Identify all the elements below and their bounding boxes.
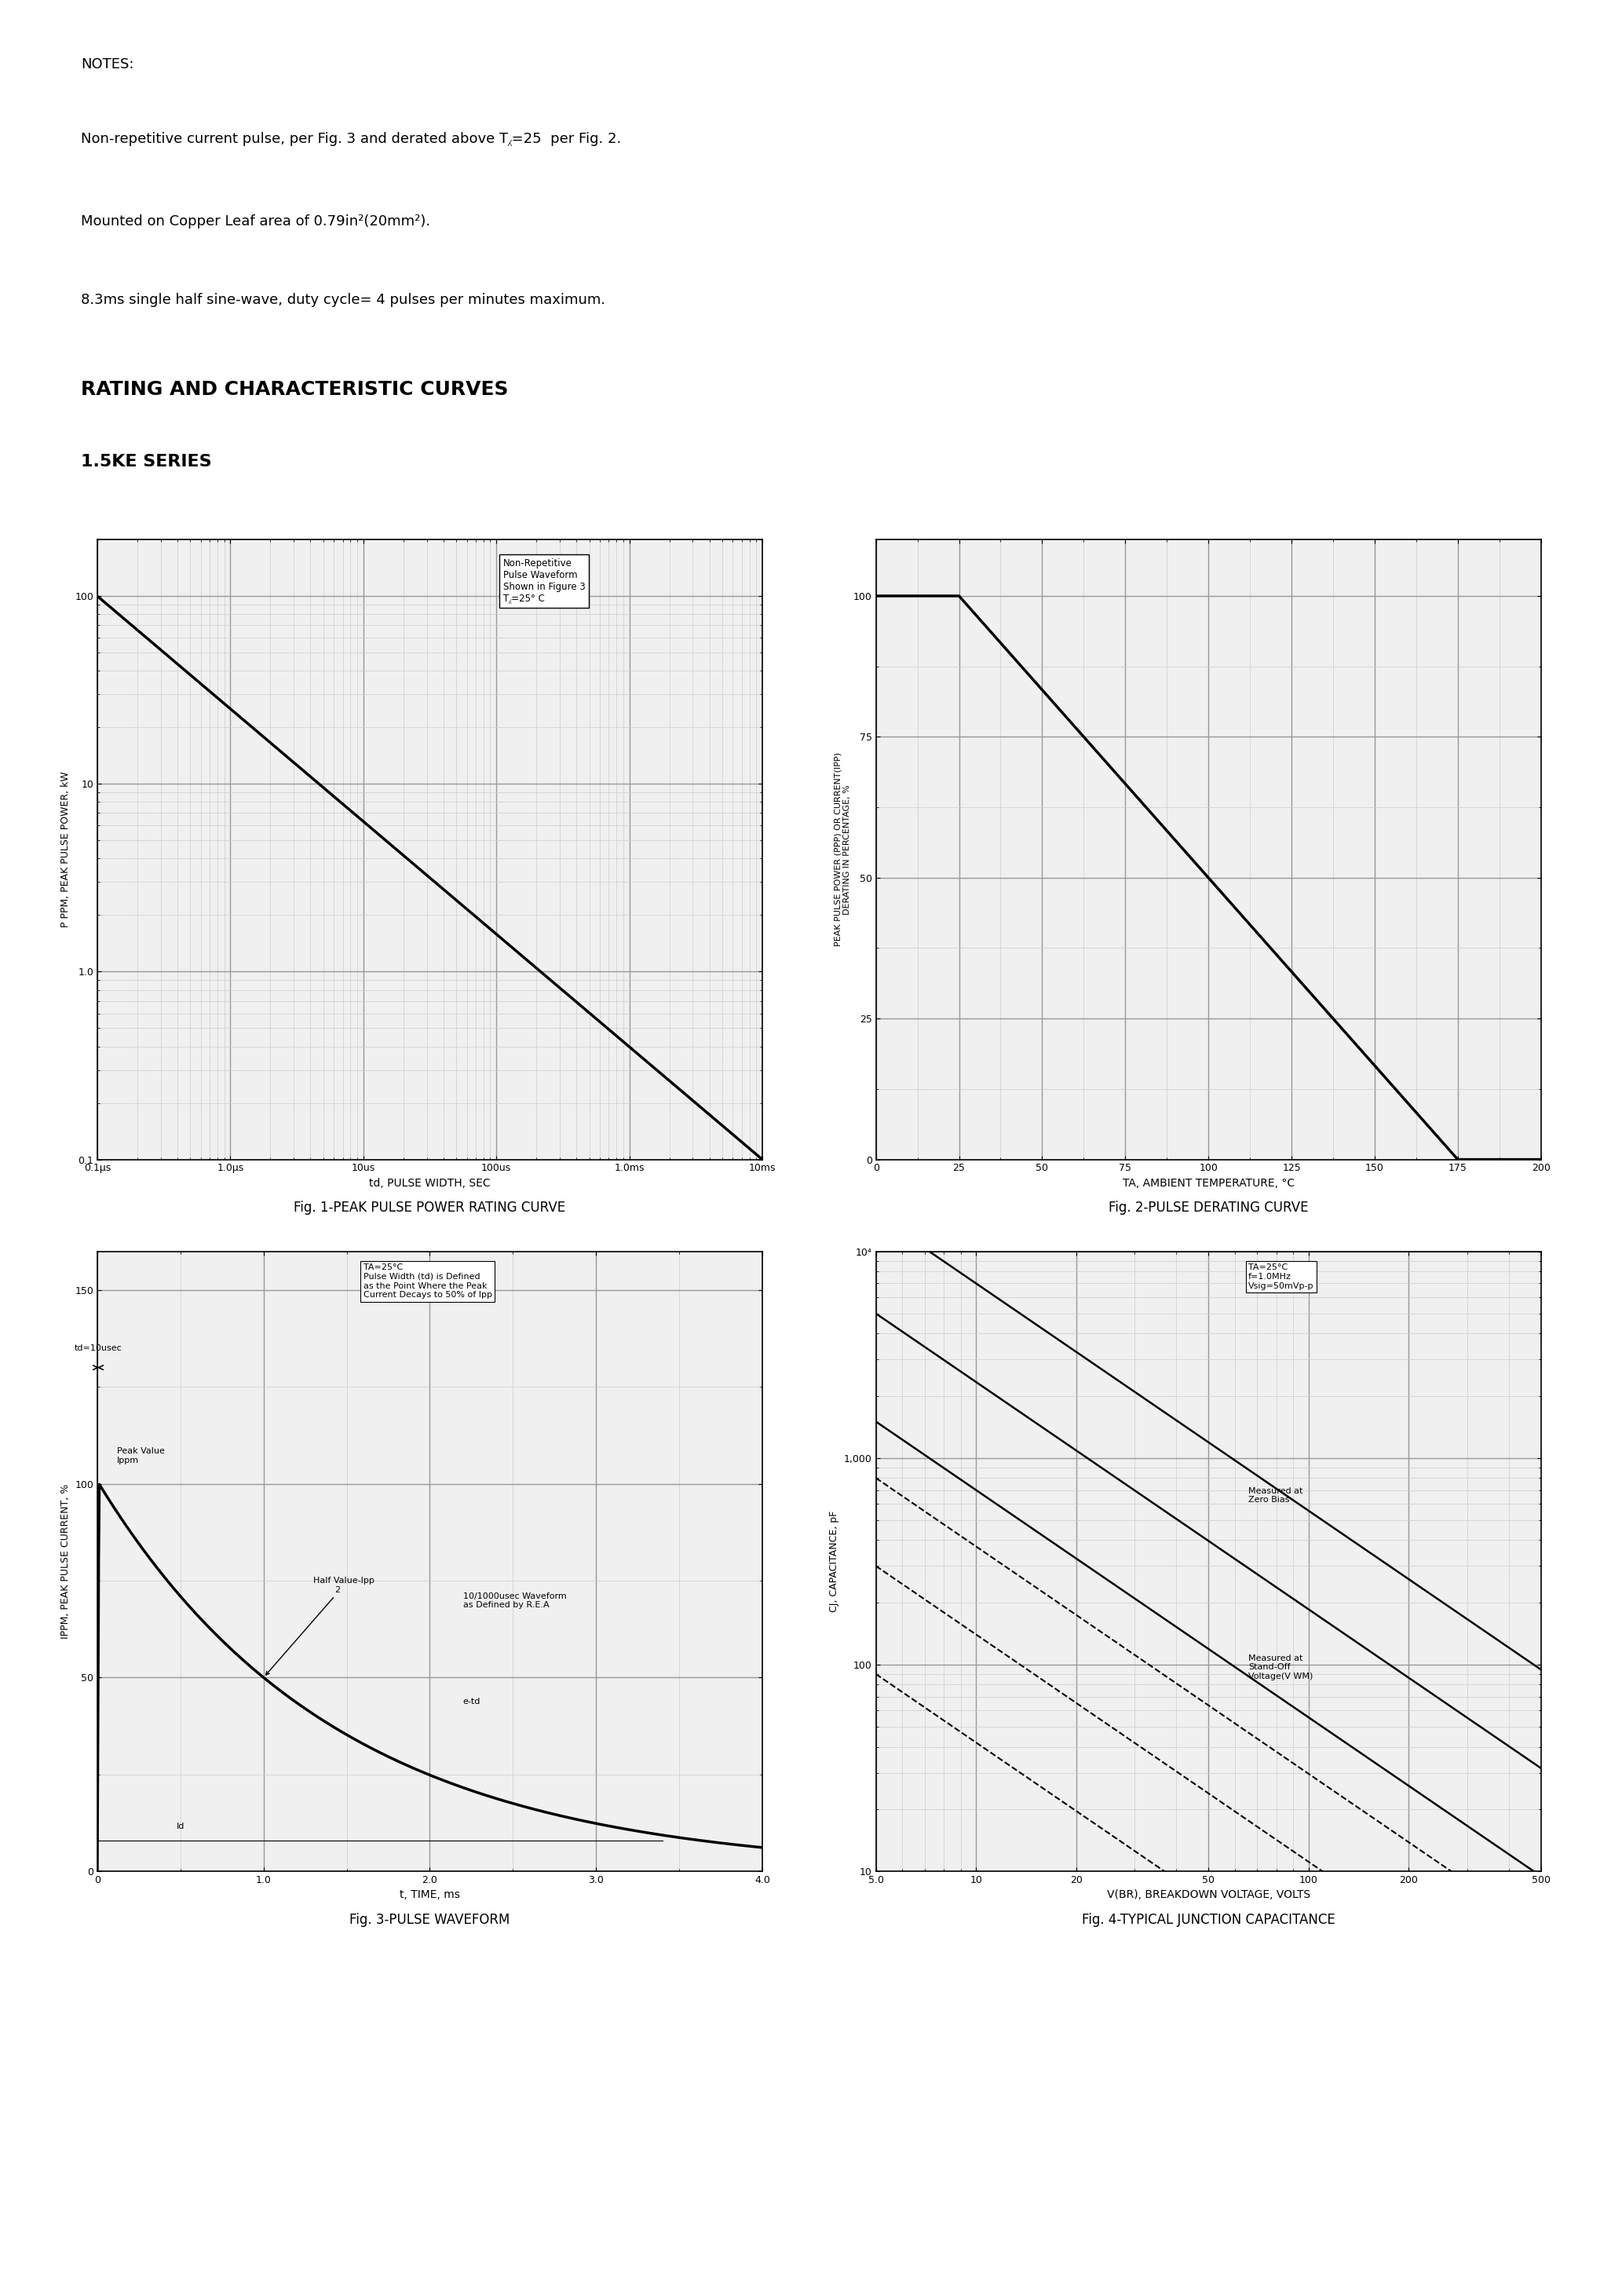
- Text: 8.3ms single half sine-wave, duty cycle= 4 pulses per minutes maximum.: 8.3ms single half sine-wave, duty cycle=…: [81, 294, 605, 308]
- Y-axis label: PEAK PULSE POWER (PPP) OR CURRENT(IPP)
DERATING IN PERCENTAGE, %: PEAK PULSE POWER (PPP) OR CURRENT(IPP) D…: [834, 753, 852, 946]
- Text: 1.5KE SERIES: 1.5KE SERIES: [81, 455, 212, 471]
- Text: Measured at
Stand-Off
Voltage(V WM): Measured at Stand-Off Voltage(V WM): [1249, 1653, 1312, 1681]
- Text: RATING AND CHARACTERISTIC CURVES: RATING AND CHARACTERISTIC CURVES: [81, 379, 509, 400]
- Text: Fig. 4-TYPICAL JUNCTION CAPACITANCE: Fig. 4-TYPICAL JUNCTION CAPACITANCE: [1082, 1913, 1335, 1926]
- Text: Peak Value
Ippm: Peak Value Ippm: [117, 1446, 165, 1465]
- Text: 10/1000usec Waveform
as Defined by R.E.A: 10/1000usec Waveform as Defined by R.E.A: [464, 1593, 566, 1609]
- Text: e-td: e-td: [464, 1697, 480, 1706]
- Y-axis label: CJ, CAPACITANCE, pF: CJ, CAPACITANCE, pF: [829, 1511, 840, 1612]
- Text: td=10usec: td=10usec: [75, 1343, 122, 1352]
- X-axis label: TA, AMBIENT TEMPERATURE, °C: TA, AMBIENT TEMPERATURE, °C: [1122, 1178, 1294, 1189]
- Text: Fig. 2-PULSE DERATING CURVE: Fig. 2-PULSE DERATING CURVE: [1108, 1201, 1309, 1215]
- Text: NOTES:: NOTES:: [81, 57, 135, 71]
- Text: Half Value-Ipp
        2: Half Value-Ipp 2: [266, 1577, 375, 1676]
- Text: Fig. 3-PULSE WAVEFORM: Fig. 3-PULSE WAVEFORM: [350, 1913, 509, 1926]
- Text: Measured at
Zero Bias: Measured at Zero Bias: [1249, 1488, 1302, 1504]
- Y-axis label: IPPM, PEAK PULSE CURRENT, %: IPPM, PEAK PULSE CURRENT, %: [60, 1483, 70, 1639]
- X-axis label: td, PULSE WIDTH, SEC: td, PULSE WIDTH, SEC: [370, 1178, 490, 1189]
- X-axis label: t, TIME, ms: t, TIME, ms: [399, 1890, 461, 1901]
- X-axis label: V(BR), BREAKDOWN VOLTAGE, VOLTS: V(BR), BREAKDOWN VOLTAGE, VOLTS: [1106, 1890, 1311, 1901]
- Text: Fig. 1-PEAK PULSE POWER RATING CURVE: Fig. 1-PEAK PULSE POWER RATING CURVE: [294, 1201, 566, 1215]
- Text: Id: Id: [177, 1823, 185, 1830]
- Text: TA=25°C
f=1.0MHz
Vsig=50mVp-p: TA=25°C f=1.0MHz Vsig=50mVp-p: [1249, 1263, 1314, 1290]
- Y-axis label: P PPM, PEAK PULSE POWER, kW: P PPM, PEAK PULSE POWER, kW: [60, 771, 70, 928]
- Text: TA=25°C
Pulse Width (td) is Defined
as the Point Where the Peak
Current Decays t: TA=25°C Pulse Width (td) is Defined as t…: [363, 1263, 491, 1300]
- Text: Non-repetitive current pulse, per Fig. 3 and derated above T⁁=25  per Fig. 2.: Non-repetitive current pulse, per Fig. 3…: [81, 131, 621, 147]
- Text: Mounted on Copper Leaf area of 0.79in²(20mm²).: Mounted on Copper Leaf area of 0.79in²(2…: [81, 214, 430, 230]
- Text: Non-Repetitive
Pulse Waveform
Shown in Figure 3
T⁁=25° C: Non-Repetitive Pulse Waveform Shown in F…: [503, 558, 586, 604]
